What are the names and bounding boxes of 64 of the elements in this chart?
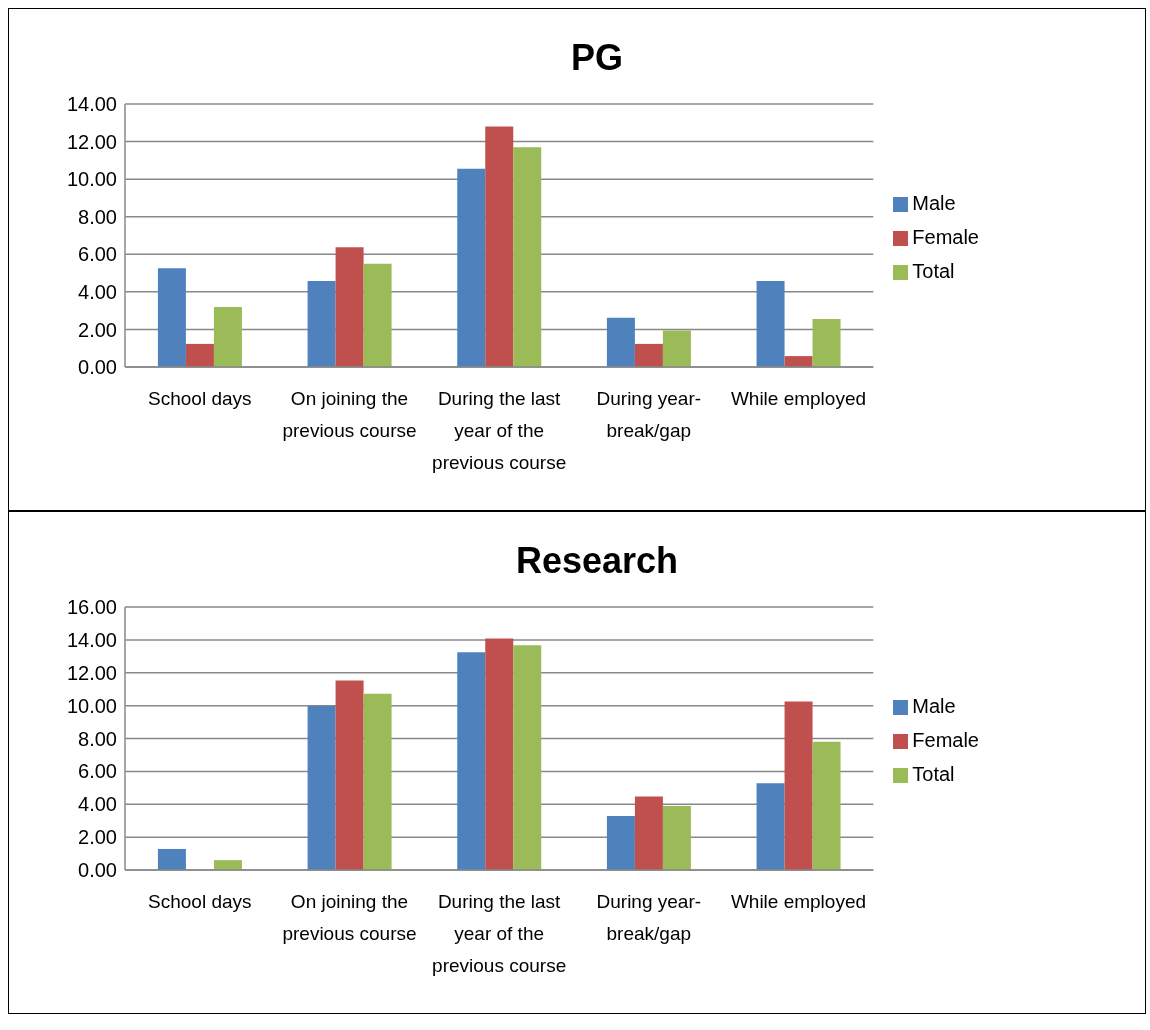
bar — [157, 848, 186, 870]
chart-title: PG — [570, 36, 624, 80]
y-tick-label: 6.00 — [78, 243, 117, 266]
bar — [812, 741, 841, 870]
bar — [457, 652, 486, 870]
x-tick-label: School days — [148, 388, 252, 409]
x-tick-label: While employed — [730, 891, 867, 912]
bar — [606, 317, 635, 367]
bar — [213, 306, 242, 367]
x-tick-label: School days — [148, 891, 252, 912]
legend-label: Female — [912, 226, 979, 248]
y-tick-label: 4.00 — [78, 793, 117, 816]
chart-title: Research — [514, 539, 680, 583]
x-tick-label: On joining the previous course — [282, 891, 417, 944]
x-tick-label: During year-break/gap — [596, 891, 702, 944]
bar — [756, 280, 785, 367]
bar — [157, 268, 186, 367]
y-tick-label: 4.00 — [78, 280, 117, 303]
x-tick-label: During the last year of the previous course — [432, 388, 567, 473]
bar — [307, 280, 336, 367]
legend-label: Male — [912, 695, 956, 717]
bar — [784, 701, 813, 870]
y-tick-label: 12.00 — [66, 130, 117, 153]
y-tick-label: 10.00 — [66, 694, 117, 717]
bar — [457, 168, 486, 367]
x-tick-label: During the last year of the previous course — [432, 891, 567, 976]
y-tick-label: 2.00 — [78, 826, 117, 849]
legend-label: Total — [912, 763, 955, 785]
bar — [363, 693, 392, 870]
y-tick-label: 14.00 — [66, 628, 117, 651]
bar — [335, 680, 364, 870]
y-tick-label: 12.00 — [66, 661, 117, 684]
bar — [335, 247, 364, 367]
y-tick-label: 6.00 — [78, 760, 117, 783]
bar — [662, 330, 691, 367]
y-tick-label: 10.00 — [66, 168, 117, 191]
bar — [307, 705, 336, 870]
y-tick-label: 0.00 — [78, 356, 117, 379]
x-tick-label: On joining the previous course — [282, 388, 417, 441]
bar — [606, 815, 635, 870]
x-tick-label: While employed — [730, 388, 867, 409]
legend-label: Male — [912, 192, 956, 214]
x-tick-label: During year-break/gap — [596, 388, 702, 441]
y-tick-label: 8.00 — [78, 205, 117, 228]
bar — [634, 796, 663, 870]
y-tick-label: 16.00 — [66, 596, 117, 619]
bar — [363, 263, 392, 367]
bar — [485, 126, 514, 367]
bar — [513, 147, 542, 367]
bar — [213, 860, 242, 870]
legend-label: Total — [912, 260, 955, 282]
bar — [485, 638, 514, 870]
y-tick-label: 8.00 — [78, 727, 117, 750]
bar — [812, 319, 841, 367]
bar — [185, 343, 214, 367]
bar — [513, 645, 542, 870]
bar — [662, 805, 691, 870]
bar — [634, 343, 663, 367]
y-tick-label: 14.00 — [66, 93, 117, 116]
bar — [756, 783, 785, 870]
y-tick-label: 2.00 — [78, 318, 117, 341]
bar — [784, 356, 813, 367]
y-tick-label: 0.00 — [78, 859, 117, 882]
legend-label: Female — [912, 729, 979, 751]
